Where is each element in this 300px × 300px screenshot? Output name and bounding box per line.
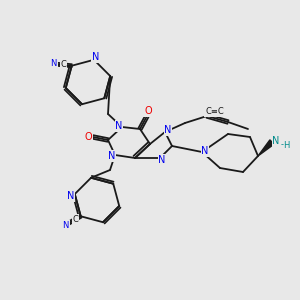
Text: H: H [283, 142, 289, 151]
Polygon shape [258, 140, 274, 156]
Text: N: N [201, 146, 209, 156]
Text: N: N [158, 155, 166, 165]
Text: O: O [144, 106, 152, 116]
Text: N: N [67, 191, 74, 201]
Text: N: N [108, 151, 116, 161]
Text: C: C [61, 60, 67, 69]
Text: N: N [272, 136, 280, 146]
Text: N: N [92, 52, 100, 62]
Text: C: C [73, 215, 79, 224]
Text: C≡C: C≡C [205, 107, 224, 116]
Text: N: N [164, 125, 172, 135]
Text: O: O [84, 132, 92, 142]
Text: N: N [50, 59, 57, 68]
Text: -: - [280, 140, 283, 149]
Text: N: N [62, 221, 69, 230]
Text: N: N [115, 121, 123, 131]
